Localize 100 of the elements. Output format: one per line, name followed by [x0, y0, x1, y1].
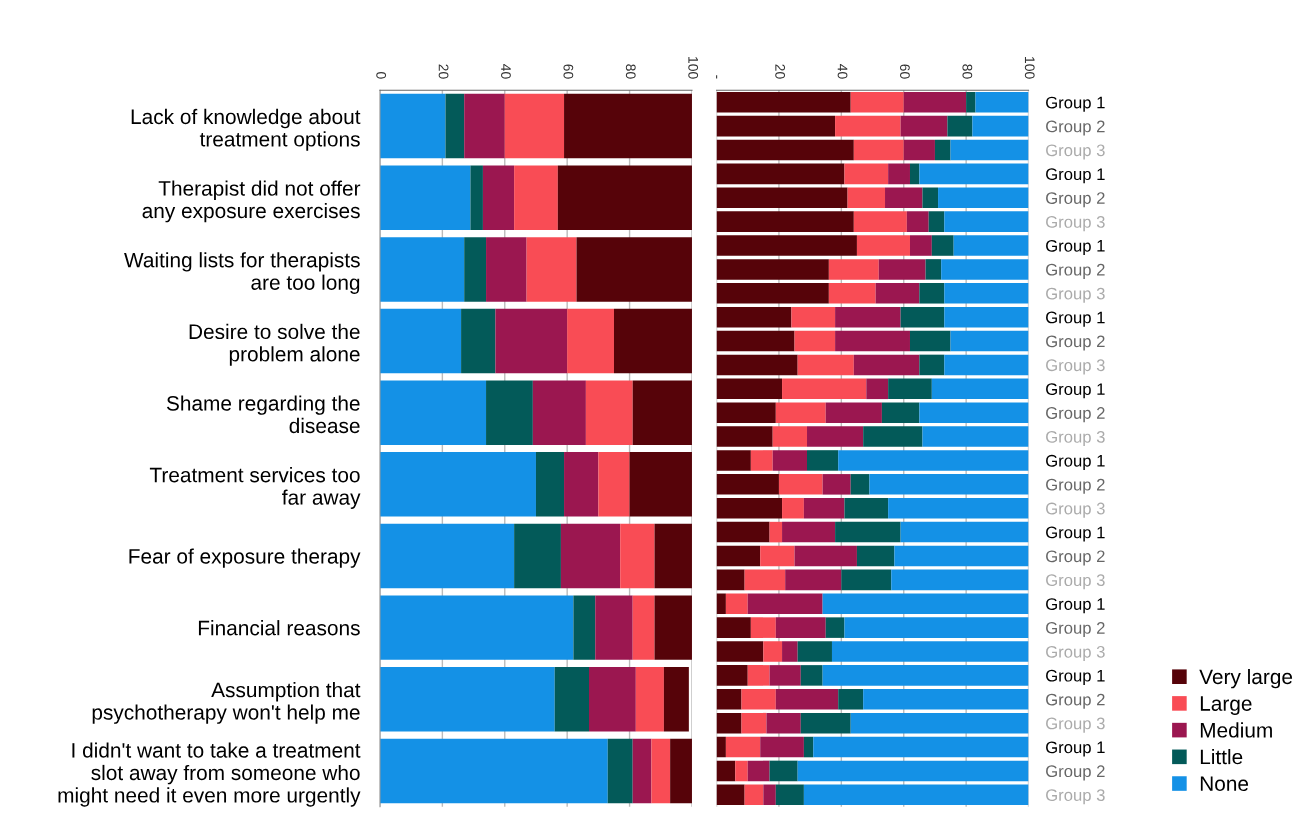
y-tick-label: Group 2: [1046, 550, 1105, 566]
bar: [573, 595, 596, 660]
bar: [620, 523, 655, 589]
bar: [782, 641, 798, 662]
bar: [775, 784, 804, 806]
bar: [785, 569, 842, 591]
bar: [928, 211, 945, 232]
bar: [782, 378, 867, 400]
bar: [716, 378, 783, 400]
bar: [803, 736, 814, 758]
bar: [878, 259, 926, 280]
y-tick-label: Group 2: [1046, 407, 1105, 423]
y-tick-label: Waiting lists for therapists are too long: [124, 252, 360, 294]
bar: [975, 91, 1029, 113]
legend-label: Very large: [1199, 668, 1293, 689]
bar: [803, 784, 1029, 806]
bar: [863, 689, 1029, 710]
bar: [922, 187, 939, 209]
bar: [944, 211, 1029, 232]
bar: [803, 497, 845, 519]
bar: [825, 617, 845, 638]
bar: [769, 665, 801, 686]
bar: [716, 760, 736, 782]
bar: [972, 115, 1029, 137]
y-tick-label: Financial reasons: [198, 620, 360, 636]
bar: [716, 689, 742, 710]
bar: [900, 306, 945, 328]
y-tick-label: Group 2: [1046, 192, 1105, 208]
bar: [853, 211, 907, 232]
bar: [947, 115, 973, 137]
y-tick-label: Lack of knowledge about treatment options: [131, 108, 361, 151]
bar: [744, 569, 786, 591]
bar: [906, 211, 929, 232]
x-tick-label: 80: [625, 64, 636, 79]
bar: [632, 738, 652, 804]
bar: [716, 474, 779, 495]
bar: [750, 617, 776, 638]
bar: [379, 667, 555, 732]
bar: [881, 402, 920, 423]
bar: [504, 93, 565, 159]
y-tick-label: Group 1: [1046, 454, 1105, 470]
bar: [526, 237, 577, 302]
y-tick-label: Group 1: [1046, 168, 1105, 184]
x-tick-label: -: [716, 75, 718, 79]
legend-label: Large: [1200, 696, 1252, 716]
y-tick-label: Group 3: [1046, 216, 1105, 232]
y-tick-label: Group 2: [1046, 765, 1105, 781]
y-tick-label: Group 1: [1046, 96, 1105, 112]
bar: [800, 665, 823, 686]
bar: [716, 712, 742, 734]
bar: [850, 474, 870, 495]
y-tick-label: Fear of exposure therapy: [129, 548, 361, 568]
bar: [856, 235, 910, 256]
bar: [794, 545, 857, 567]
bar: [919, 402, 1029, 423]
bar: [716, 569, 745, 591]
y-tick-label: Group 2: [1046, 263, 1105, 279]
bar: [716, 259, 829, 280]
x-tick-label: 20: [775, 64, 786, 79]
bar: [557, 165, 692, 230]
bar: [613, 308, 692, 374]
bar: [875, 283, 920, 304]
bar: [716, 139, 854, 161]
bar: [909, 235, 932, 256]
bar: [747, 760, 770, 782]
bar: [807, 426, 864, 447]
bar: [903, 91, 967, 113]
bar: [654, 595, 692, 660]
bar: [835, 521, 901, 543]
bar: [822, 593, 1029, 615]
bar: [564, 452, 599, 517]
y-tick-label: Group 1: [1046, 669, 1105, 685]
y-tick-label: Assumption that psychotherapy won't help me: [92, 682, 361, 724]
bar: [379, 237, 465, 302]
bar: [635, 667, 664, 732]
bar: [379, 523, 515, 589]
bar: [900, 521, 1029, 543]
bar: [379, 595, 574, 660]
bar: [663, 667, 689, 732]
bar: [532, 380, 586, 445]
bar: [589, 667, 636, 732]
bar: [632, 595, 655, 660]
y-tick-label: Group 2: [1046, 622, 1105, 638]
y-tick-label: Group 3: [1046, 287, 1105, 303]
bar: [772, 426, 808, 447]
y-tick-label: Group 3: [1046, 645, 1105, 662]
y-tick-label: Group 3: [1046, 717, 1105, 733]
bar: [486, 237, 527, 302]
bar: [831, 641, 1029, 662]
bar: [950, 139, 1029, 161]
bar: [760, 736, 804, 758]
bar: [941, 259, 1029, 280]
bar: [595, 595, 633, 660]
bar: [554, 667, 590, 732]
bar: [844, 497, 889, 519]
bar: [891, 569, 1029, 591]
bar: [931, 378, 1029, 400]
bar: [844, 163, 889, 185]
bar: [835, 306, 901, 328]
bar: [716, 426, 773, 447]
